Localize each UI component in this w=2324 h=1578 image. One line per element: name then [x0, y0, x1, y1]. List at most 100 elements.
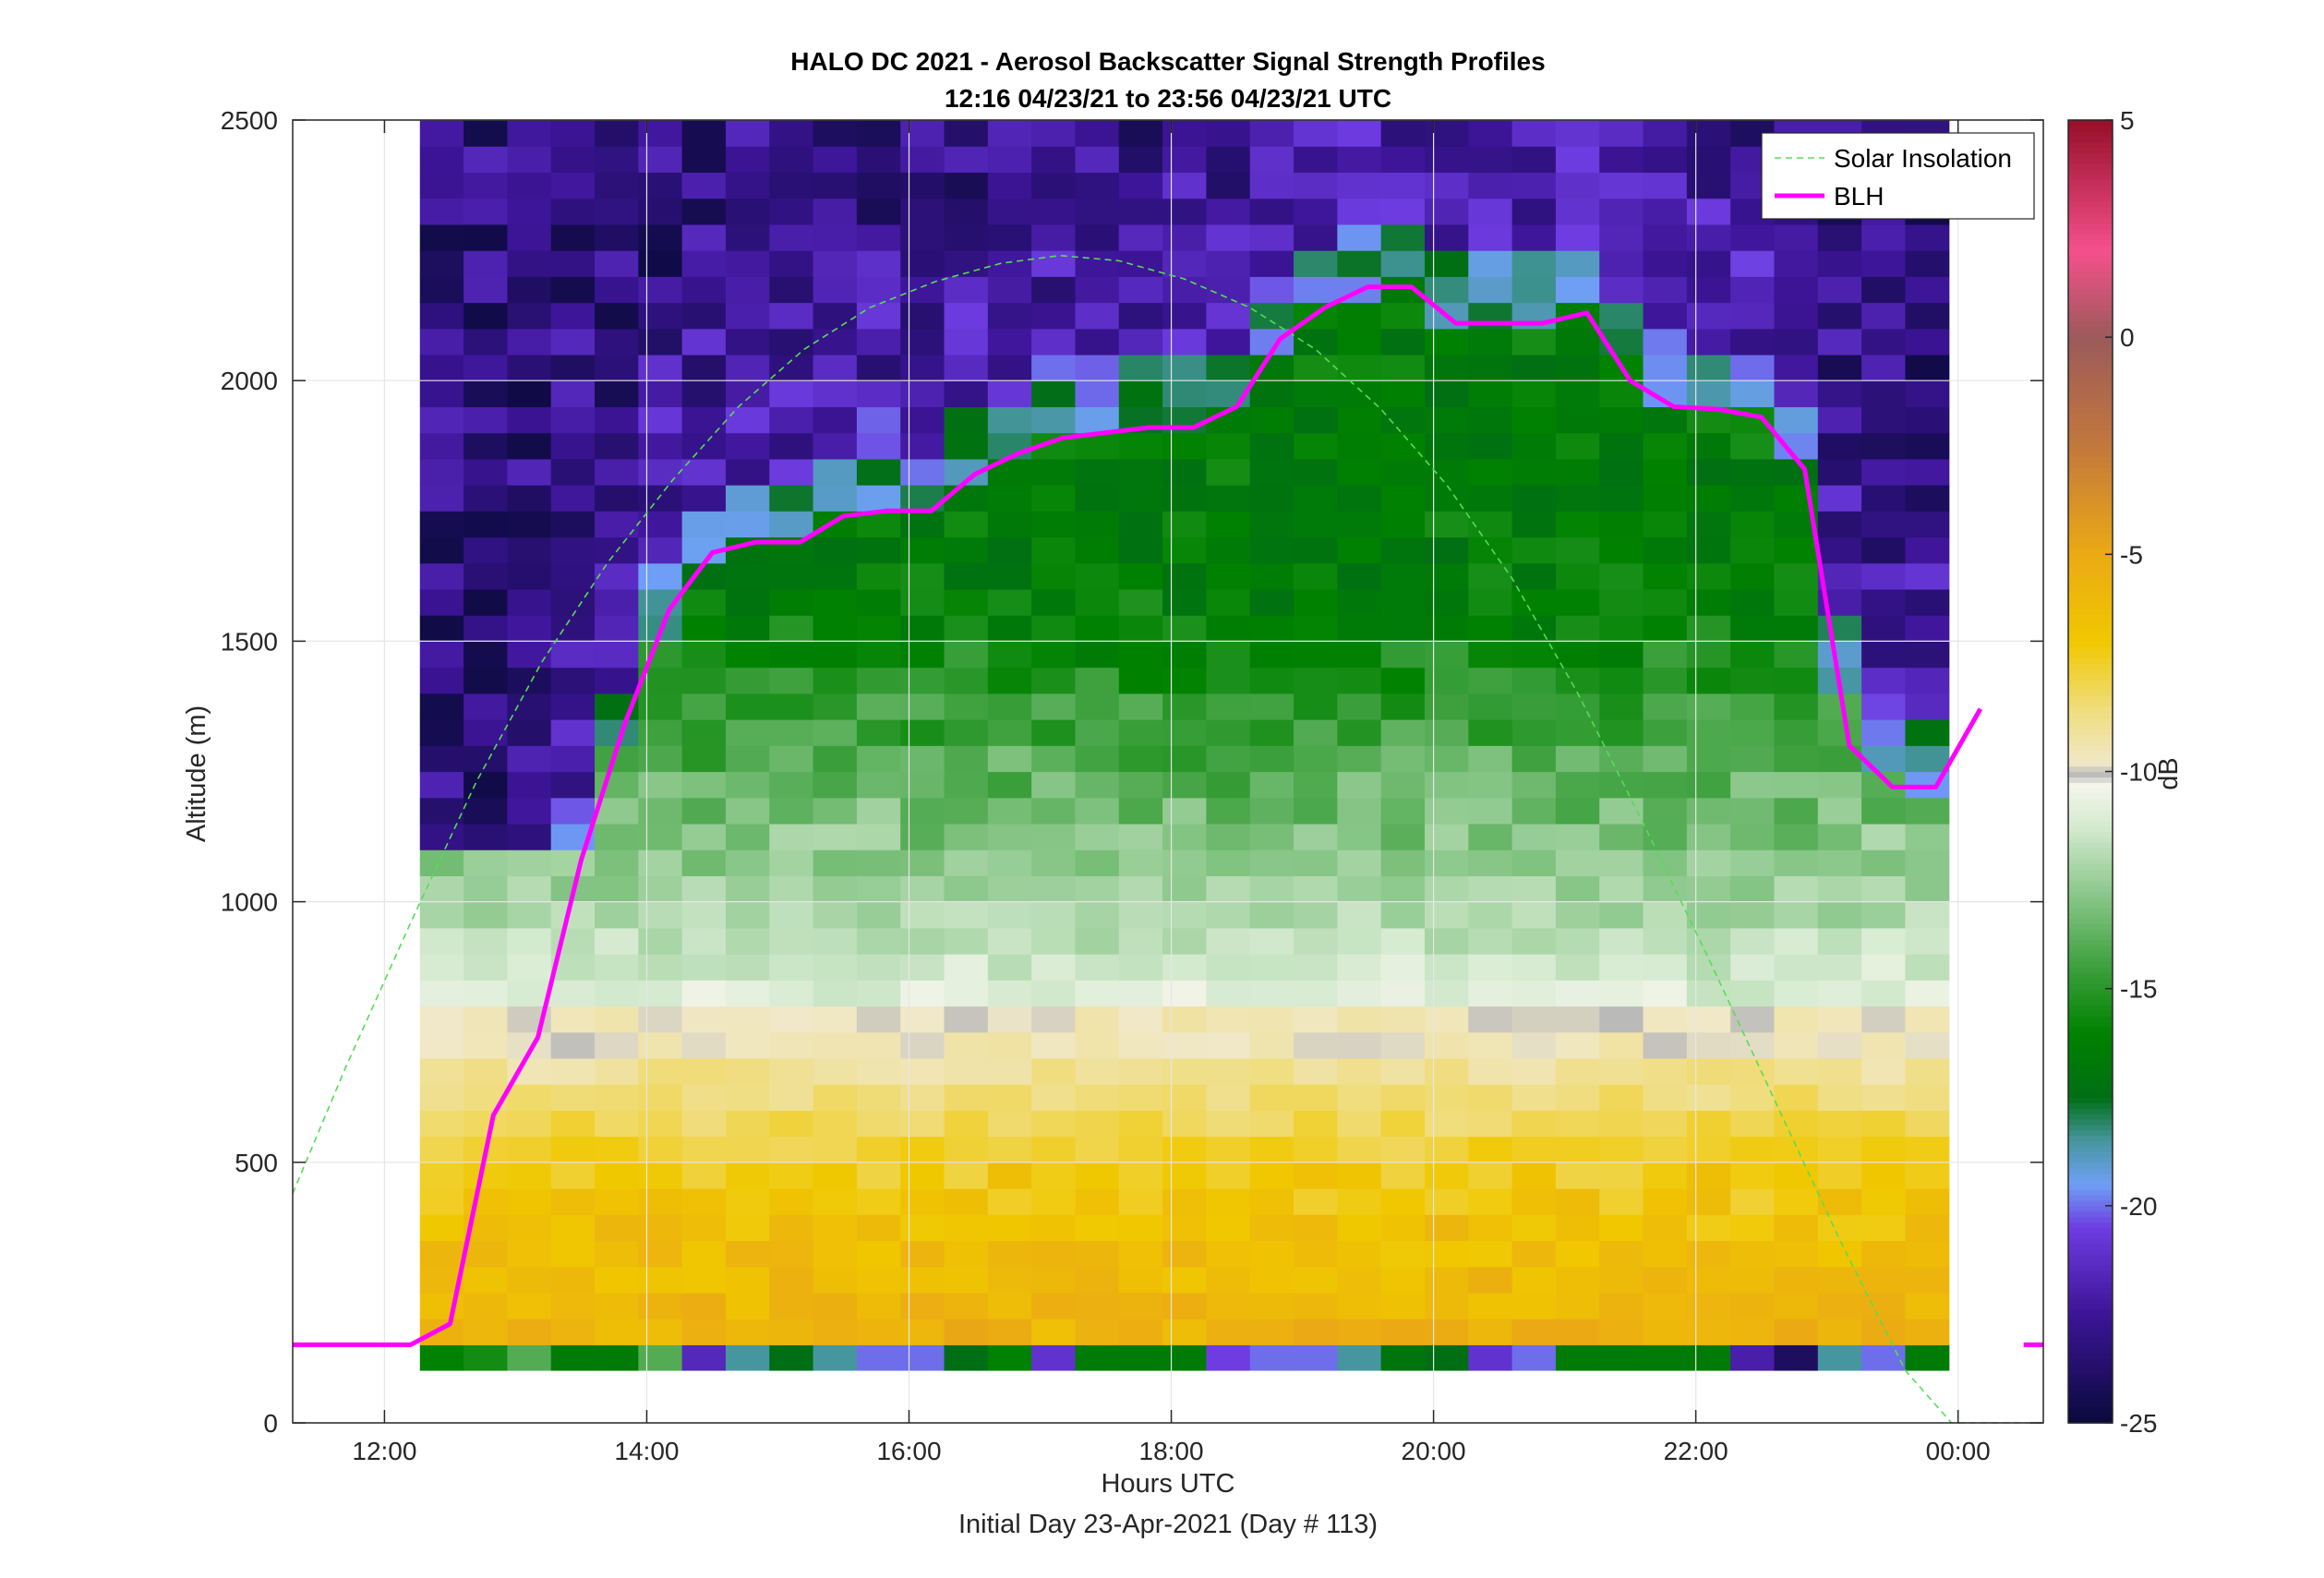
heatmap-cell [464, 146, 508, 174]
colorbar-segment [2068, 1113, 2113, 1120]
heatmap-cell [464, 1188, 508, 1215]
heatmap-cell [1380, 1266, 1426, 1294]
heatmap-cell [1118, 1319, 1163, 1345]
heatmap-cell [638, 1214, 683, 1242]
heatmap-cell [1774, 875, 1819, 903]
colorbar-segment [2068, 1346, 2113, 1354]
heatmap-cell [1686, 328, 1731, 355]
heatmap-cell [507, 1214, 552, 1242]
heatmap-cell [464, 562, 508, 590]
heatmap-cell [1774, 1136, 1819, 1163]
heatmap-cell [1337, 485, 1382, 512]
chart-subtitle: 12:16 04/23/21 to 23:56 04/23/21 UTC [945, 84, 1391, 113]
colorbar-segment [2068, 788, 2113, 794]
heatmap-cell [1730, 1188, 1776, 1215]
heatmap-cell [1206, 432, 1251, 460]
heatmap-cell [507, 1110, 552, 1138]
heatmap-cell [1075, 1188, 1120, 1215]
heatmap-cell [944, 146, 989, 174]
colorbar-segment [2068, 294, 2113, 300]
colorbar-segment [2068, 1352, 2113, 1359]
heatmap-cell [507, 1344, 552, 1371]
heatmap-cell [1424, 1136, 1469, 1163]
heatmap-cell [638, 250, 683, 277]
colorbar-segment [2068, 201, 2113, 208]
heatmap-cell [1599, 771, 1644, 799]
heatmap-cell [550, 1136, 596, 1163]
heatmap-cell [1905, 693, 1950, 720]
heatmap-cell [507, 250, 552, 277]
heatmap-cell [419, 901, 464, 929]
heatmap-cell [1075, 1110, 1120, 1138]
heatmap-cell [1206, 146, 1251, 174]
heatmap-cell [1424, 1344, 1469, 1371]
heatmap-cell [1861, 406, 1907, 434]
heatmap-cell [1294, 588, 1338, 616]
heatmap-cell [1555, 693, 1600, 720]
heatmap-cell [681, 485, 727, 512]
heatmap-cell [944, 1266, 989, 1294]
heatmap-cell [769, 1344, 814, 1371]
colorbar-segment [2068, 260, 2113, 268]
heatmap-cell [1424, 328, 1469, 355]
heatmap-cell [1599, 172, 1644, 199]
heatmap-cell [1294, 354, 1338, 381]
colorbar-segment [2068, 451, 2113, 458]
heatmap-cell [1337, 406, 1382, 434]
heatmap-cell [1686, 615, 1731, 642]
heatmap-cell [987, 1188, 1032, 1215]
heatmap-cell [856, 849, 901, 876]
heatmap-cell [856, 1266, 901, 1294]
colorbar-segment [2068, 711, 2113, 718]
heatmap-cell [1686, 1319, 1731, 1345]
heatmap-cell [419, 485, 464, 512]
heatmap-cell [725, 302, 770, 330]
heatmap-cell [1162, 1292, 1208, 1319]
heatmap-cell [987, 1162, 1032, 1189]
heatmap-cell [1555, 849, 1600, 876]
heatmap-cell [681, 198, 727, 225]
heatmap-cell [1774, 1006, 1819, 1033]
axes-frame [292, 119, 2044, 1424]
heatmap-cell [1599, 980, 1644, 1007]
heatmap-cell [638, 562, 683, 590]
heatmap-cell [1555, 1110, 1600, 1138]
colorbar-segment [2068, 798, 2113, 805]
colorbar-segment [2068, 500, 2113, 507]
heatmap-cell [1599, 1292, 1644, 1319]
colorbar-segment [2068, 717, 2113, 724]
heatmap-cell [1686, 250, 1731, 277]
heatmap-cell [1031, 328, 1077, 355]
heatmap-cell [1599, 302, 1644, 330]
heatmap-cell [1380, 250, 1426, 277]
heatmap-cell [1075, 485, 1120, 512]
colorbar-segment [2068, 1091, 2113, 1098]
heatmap-cell [595, 667, 639, 694]
heatmap-cell [1468, 745, 1513, 773]
heatmap-cell [550, 406, 596, 434]
heatmap-cell [1599, 719, 1644, 746]
heatmap-cell [1206, 901, 1251, 929]
heatmap-cell [1861, 250, 1907, 277]
heatmap-cell [681, 1110, 727, 1138]
colorbar-segment [2068, 337, 2113, 343]
heatmap-cell [725, 223, 770, 251]
heatmap-cell [1643, 458, 1688, 486]
heatmap-cell [1337, 875, 1382, 903]
heatmap-cell [1162, 276, 1208, 304]
heatmap-cell [1337, 823, 1382, 850]
heatmap-cell [638, 1057, 683, 1085]
colorbar-segment [2068, 554, 2113, 560]
heatmap-cell [1730, 1031, 1776, 1059]
heatmap-cell [1075, 980, 1120, 1007]
x-tick-label: 00:00 [1926, 1437, 1991, 1465]
heatmap-cell [944, 1110, 989, 1138]
heatmap-cell [1337, 1084, 1382, 1111]
heatmap-cell [1817, 223, 1862, 251]
heatmap-cell [725, 823, 770, 850]
colorbar-segment [2068, 1341, 2113, 1348]
colorbar-segment [2068, 1162, 2113, 1169]
heatmap-cell [1730, 1136, 1776, 1163]
heatmap-cell [419, 1240, 464, 1268]
heatmap-cell [1294, 536, 1338, 564]
